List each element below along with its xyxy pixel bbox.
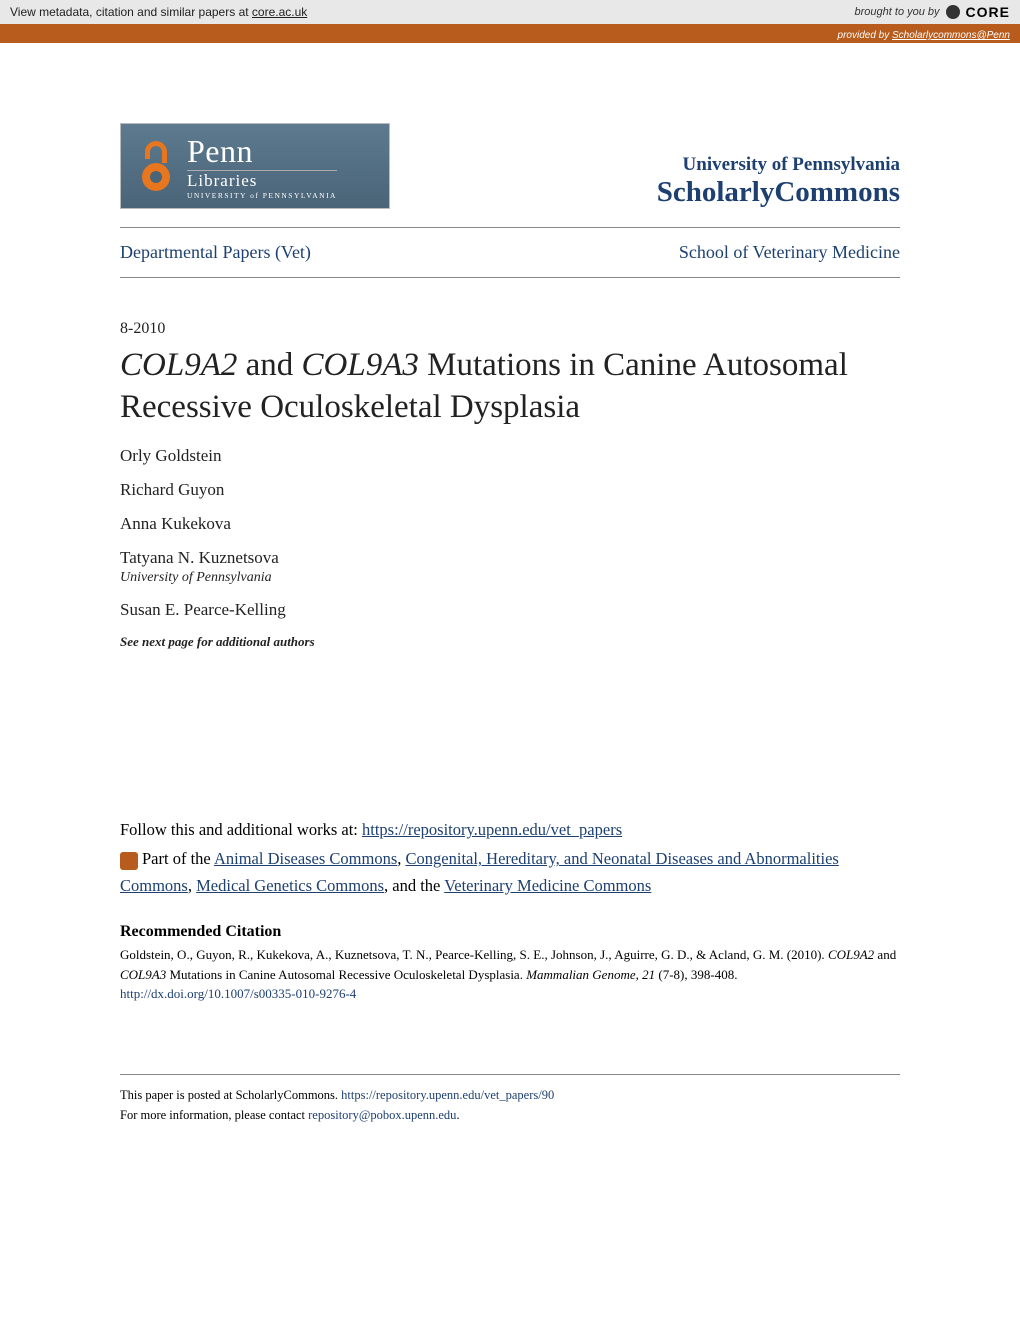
title-and: and bbox=[237, 347, 301, 383]
citation-suffix: (7-8), 398-408. bbox=[655, 967, 737, 982]
header-row: Penn Libraries UNIVERSITY of PENNSYLVANI… bbox=[120, 123, 900, 209]
univ-small-text: UNIVERSITY of PENNSYLVANIA bbox=[187, 191, 337, 200]
penn-libraries-logo[interactable]: Penn Libraries UNIVERSITY of PENNSYLVANI… bbox=[120, 123, 390, 209]
sep1: , bbox=[397, 849, 405, 868]
main-content: Penn Libraries UNIVERSITY of PENNSYLVANI… bbox=[0, 43, 1020, 1145]
sep3: , and the bbox=[384, 876, 444, 895]
author-name: Richard Guyon bbox=[120, 480, 900, 500]
see-next-page-note: See next page for additional authors bbox=[120, 634, 900, 650]
brought-by-text: brought to you by bbox=[855, 6, 940, 18]
citation-journal: Mammalian Genome, 21 bbox=[526, 967, 655, 982]
author-name: Susan E. Pearce-Kelling bbox=[120, 600, 900, 620]
provided-prefix: provided by bbox=[838, 30, 892, 41]
author-name: Orly Goldstein bbox=[120, 446, 900, 466]
metadata-left: View metadata, citation and similar pape… bbox=[10, 5, 307, 19]
author-item: Tatyana N. Kuznetsova University of Penn… bbox=[120, 548, 900, 586]
provided-by-bar: provided by Scholarlycommons@Penn bbox=[0, 28, 1020, 43]
author-name: Tatyana N. Kuznetsova bbox=[120, 548, 900, 568]
nav-divider bbox=[120, 277, 900, 278]
author-item: Orly Goldstein bbox=[120, 446, 900, 466]
part-of-line: Part of the Animal Diseases Commons, Con… bbox=[120, 846, 900, 899]
citation-mid2: Mutations in Canine Autosomal Recessive … bbox=[166, 967, 526, 982]
commons-link-3[interactable]: Medical Genetics Commons bbox=[196, 876, 384, 895]
author-affiliation: University of Pennsylvania bbox=[120, 570, 900, 586]
penn-text-block: Penn Libraries UNIVERSITY of PENNSYLVANI… bbox=[187, 133, 337, 200]
title-gene1: COL9A2 bbox=[120, 347, 237, 383]
scholarlycommons-title[interactable]: ScholarlyCommons bbox=[657, 176, 900, 209]
article-title: COL9A2 and COL9A3 Mutations in Canine Au… bbox=[120, 344, 900, 428]
core-logo-text: CORE bbox=[966, 4, 1010, 20]
footer-section: This paper is posted at ScholarlyCommons… bbox=[120, 1074, 900, 1125]
author-list: Orly Goldstein Richard Guyon Anna Kukeko… bbox=[120, 446, 900, 650]
author-name: Anna Kukekova bbox=[120, 514, 900, 534]
header-right: University of Pennsylvania ScholarlyComm… bbox=[657, 154, 900, 209]
author-item: Anna Kukekova bbox=[120, 514, 900, 534]
citation-authors: Goldstein, O., Guyon, R., Kukekova, A., … bbox=[120, 947, 828, 962]
follow-line: Follow this and additional works at: htt… bbox=[120, 820, 900, 840]
footer2-email[interactable]: repository@pobox.upenn.edu bbox=[308, 1108, 456, 1122]
follow-prefix: Follow this and additional works at: bbox=[120, 820, 362, 839]
footer-line-2: For more information, please contact rep… bbox=[120, 1105, 900, 1125]
breadcrumb-nav: Departmental Papers (Vet) School of Vete… bbox=[120, 228, 900, 277]
commons-link-1[interactable]: Animal Diseases Commons bbox=[214, 849, 397, 868]
publication-date: 8-2010 bbox=[120, 320, 900, 338]
citation-gene1: COL9A2 bbox=[828, 947, 874, 962]
metadata-prefix: View metadata, citation and similar pape… bbox=[10, 5, 252, 19]
author-item: Richard Guyon bbox=[120, 480, 900, 500]
network-icon bbox=[120, 852, 138, 870]
sep2: , bbox=[188, 876, 196, 895]
footer2-suffix: . bbox=[456, 1108, 459, 1122]
university-name[interactable]: University of Pennsylvania bbox=[657, 154, 900, 176]
core-icon bbox=[946, 5, 960, 19]
footer-line-1: This paper is posted at ScholarlyCommons… bbox=[120, 1085, 900, 1105]
footer1-url[interactable]: https://repository.upenn.edu/vet_papers/… bbox=[341, 1088, 554, 1102]
provider-link[interactable]: Scholarlycommons@Penn bbox=[892, 30, 1010, 41]
citation-section: Recommended Citation Goldstein, O., Guyo… bbox=[120, 923, 900, 1004]
citation-gene2: COL9A3 bbox=[120, 967, 166, 982]
citation-text: Goldstein, O., Guyon, R., Kukekova, A., … bbox=[120, 945, 900, 1004]
metadata-top-bar: View metadata, citation and similar pape… bbox=[0, 0, 1020, 28]
libraries-word: Libraries bbox=[187, 170, 337, 191]
nav-right-link[interactable]: School of Veterinary Medicine bbox=[679, 242, 900, 263]
metadata-right: brought to you by CORE bbox=[855, 4, 1010, 20]
follow-section: Follow this and additional works at: htt… bbox=[120, 820, 900, 899]
title-gene2: COL9A3 bbox=[302, 347, 419, 383]
author-item: Susan E. Pearce-Kelling bbox=[120, 600, 900, 620]
citation-doi-link[interactable]: http://dx.doi.org/10.1007/s00335-010-927… bbox=[120, 986, 356, 1001]
penn-word: Penn bbox=[187, 133, 337, 170]
citation-mid1: and bbox=[874, 947, 896, 962]
open-access-lock-icon bbox=[135, 137, 177, 195]
core-link[interactable]: core.ac.uk bbox=[252, 5, 307, 19]
footer1-prefix: This paper is posted at ScholarlyCommons… bbox=[120, 1088, 341, 1102]
follow-url[interactable]: https://repository.upenn.edu/vet_papers bbox=[362, 820, 622, 839]
part-prefix: Part of the bbox=[142, 849, 214, 868]
footer2-prefix: For more information, please contact bbox=[120, 1108, 308, 1122]
commons-link-4[interactable]: Veterinary Medicine Commons bbox=[444, 876, 651, 895]
nav-left-link[interactable]: Departmental Papers (Vet) bbox=[120, 242, 311, 263]
citation-heading: Recommended Citation bbox=[120, 923, 900, 941]
